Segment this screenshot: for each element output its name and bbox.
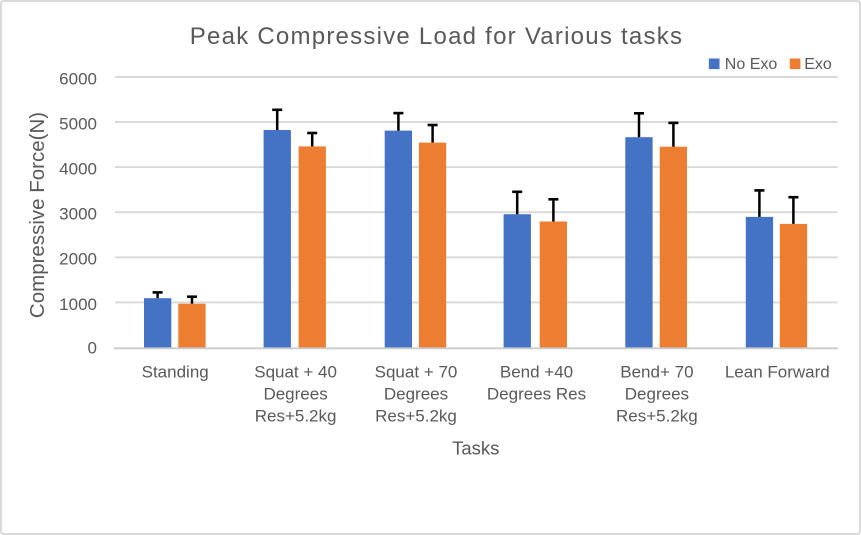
svg-text:6000: 6000 bbox=[59, 69, 97, 88]
svg-text:Bend+ 70: Bend+ 70 bbox=[620, 363, 693, 382]
svg-text:Squat + 40: Squat + 40 bbox=[254, 363, 337, 382]
svg-text:No Exo: No Exo bbox=[725, 56, 778, 73]
svg-text:5000: 5000 bbox=[59, 114, 97, 133]
svg-text:Res+5.2kg: Res+5.2kg bbox=[616, 407, 698, 426]
svg-text:Degrees: Degrees bbox=[625, 385, 689, 404]
svg-text:0: 0 bbox=[88, 338, 97, 357]
svg-text:2000: 2000 bbox=[59, 250, 97, 269]
svg-text:3000: 3000 bbox=[59, 205, 97, 224]
svg-text:Tasks: Tasks bbox=[452, 438, 499, 459]
svg-text:Squat + 70: Squat + 70 bbox=[375, 363, 458, 382]
svg-text:Peak Compressive Load for Vari: Peak Compressive Load for Various tasks bbox=[190, 23, 683, 50]
svg-text:Degrees Res: Degrees Res bbox=[487, 385, 586, 404]
svg-text:Degrees: Degrees bbox=[263, 385, 327, 404]
svg-text:Exo: Exo bbox=[804, 56, 832, 73]
svg-text:1000: 1000 bbox=[59, 295, 97, 314]
svg-text:Standing: Standing bbox=[142, 363, 209, 382]
svg-text:Compressive Force(N): Compressive Force(N) bbox=[26, 112, 49, 318]
svg-text:Res+5.2kg: Res+5.2kg bbox=[375, 407, 457, 426]
svg-text:Degrees: Degrees bbox=[384, 385, 448, 404]
svg-text:Res+5.2kg: Res+5.2kg bbox=[255, 407, 337, 426]
svg-text:Lean Forward: Lean Forward bbox=[725, 363, 830, 382]
svg-text:4000: 4000 bbox=[59, 160, 97, 179]
svg-text:Bend +40: Bend +40 bbox=[500, 363, 573, 382]
